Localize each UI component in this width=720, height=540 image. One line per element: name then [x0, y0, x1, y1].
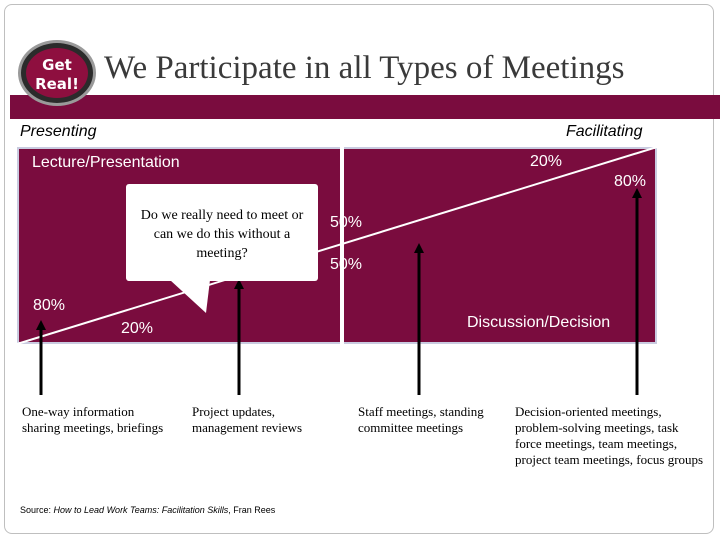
source-citation: Source: How to Lead Work Teams: Facilita… — [20, 505, 275, 515]
lecture-presentation-label: Lecture/Presentation — [32, 154, 180, 171]
get-real-badge-icon: Get Real! — [18, 40, 96, 106]
pct-top-right: 20% — [530, 153, 563, 170]
axis-label-presenting: Presenting — [20, 123, 97, 140]
example-project-updates: Project updates, management reviews — [192, 404, 303, 435]
callout-question: Do we really need to meet or can we do t… — [140, 208, 304, 261]
example-one-way: One-way information sharing meetings, br… — [22, 404, 164, 435]
callout-box — [126, 184, 318, 281]
source-book: How to Lead Work Teams: Facilitation Ski… — [53, 505, 229, 515]
title-underline-bar — [10, 95, 720, 119]
discussion-decision-label: Discussion/Decision — [467, 314, 611, 331]
page-title: We Participate in all Types of Meetings — [104, 50, 625, 86]
slide-frame — [4, 4, 714, 534]
example-decision-oriented: Decision-oriented meetings, problem-solv… — [515, 404, 704, 467]
example-staff-meetings: Staff meetings, standing committee meeti… — [358, 404, 484, 435]
pct-mid-top: 50% — [330, 214, 363, 231]
source-author: , Fran Rees — [228, 505, 276, 515]
pct-bottom-left: 20% — [121, 320, 154, 337]
badge-line-2: Real! — [35, 75, 79, 93]
pct-mid-bottom: 50% — [330, 256, 363, 273]
axis-label-facilitating: Facilitating — [566, 123, 643, 140]
pct-right-edge: 80% — [614, 173, 647, 190]
diagonal-split-line — [16, 146, 658, 345]
badge-line-1: Get — [42, 56, 72, 74]
source-prefix: Source: — [20, 505, 54, 515]
pct-left: 80% — [33, 297, 66, 314]
